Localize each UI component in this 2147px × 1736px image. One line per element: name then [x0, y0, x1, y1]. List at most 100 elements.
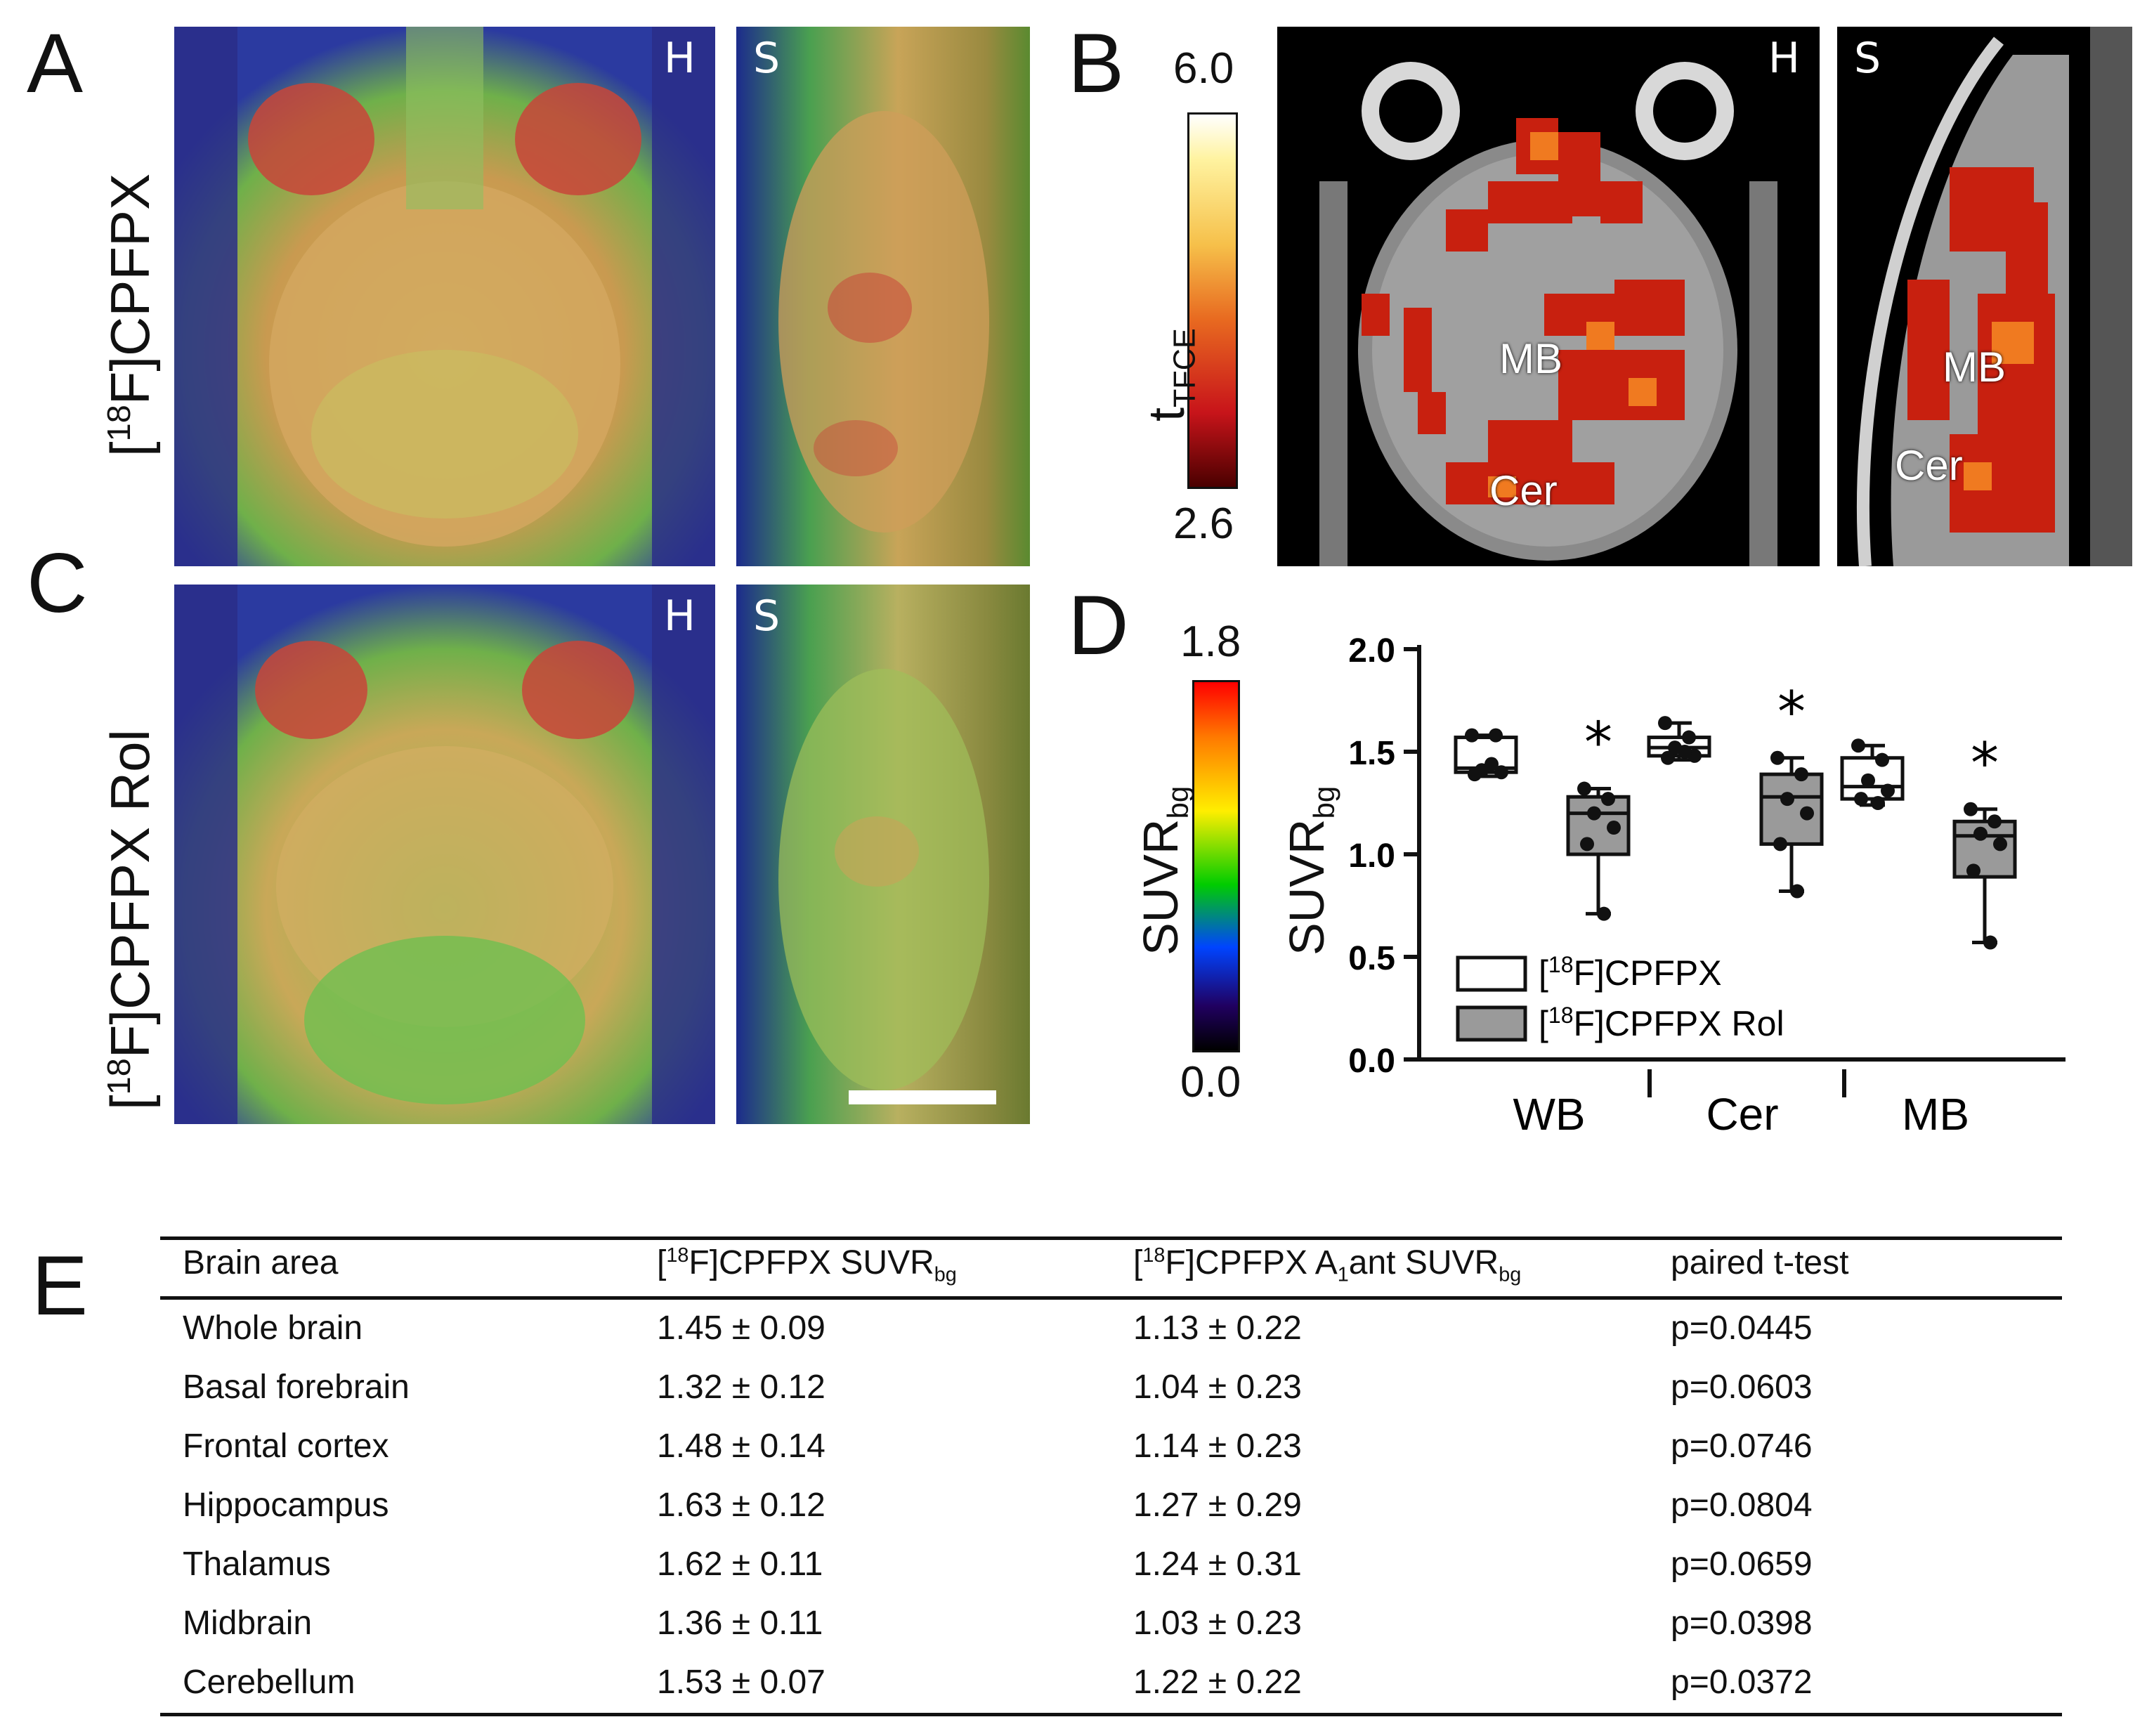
b-colorbar-label: tTFCE	[1139, 328, 1202, 422]
panel-label-d: D	[1068, 578, 1129, 672]
region-cer: Cer	[1895, 442, 1963, 489]
data-point	[1580, 837, 1594, 851]
y-tick-label: 0.0	[1348, 1043, 1395, 1080]
cell-p-value: p=0.0398	[1671, 1605, 1813, 1642]
b-colorbar-min: 2.6	[1173, 500, 1234, 548]
cell-p-value: p=0.0746	[1671, 1428, 1813, 1465]
cell-p-value: p=0.0659	[1671, 1546, 1813, 1583]
y-tick-label: 0.5	[1348, 940, 1395, 977]
b-colorbar-max: 6.0	[1173, 44, 1234, 93]
row-label-c: [18F]CPFPX Rol	[99, 729, 161, 1110]
cell-cpfpx: 1.48 ± 0.14	[657, 1428, 825, 1465]
cell-cpfpx-a1ant: 1.04 ± 0.23	[1133, 1369, 1302, 1406]
cell-brain-area: Midbrain	[183, 1605, 313, 1642]
data-point	[1494, 765, 1508, 780]
legend-label-cpfpx: [18F]CPFPX	[1539, 952, 1722, 993]
panel-b-horizontal-image: H MB Cer	[1277, 27, 1820, 566]
table-row: Whole brain 1.45 ± 0.09 1.13 ± 0.22 p=0.044…	[0, 1303, 2147, 1362]
scale-bar	[849, 1090, 996, 1104]
data-point	[1875, 752, 1889, 767]
table-row: Cerebellum 1.53 ± 0.07 1.22 ± 0.22 p=0.0372	[0, 1657, 2147, 1716]
data-point	[1790, 884, 1804, 899]
category-label: MB	[1902, 1089, 1969, 1140]
cell-cpfpx-a1ant: 1.24 ± 0.31	[1133, 1546, 1302, 1583]
data-point	[1489, 728, 1503, 743]
cell-p-value: p=0.0603	[1671, 1369, 1813, 1406]
region-cer: Cer	[1489, 467, 1558, 514]
data-point	[1881, 783, 1895, 798]
significance-star: *	[1584, 710, 1612, 776]
region-mb: MB	[1943, 344, 2006, 391]
cell-p-value: p=0.0445	[1671, 1310, 1813, 1347]
table-bottom-rule	[160, 1713, 2062, 1716]
d-colorbar-label: SUVRbg	[1133, 785, 1194, 955]
table-row: Basal forebrain 1.32 ± 0.12 1.04 ± 0.23 p=0…	[0, 1362, 2147, 1421]
view-letter-h: H	[1768, 34, 1800, 83]
y-tick-label: 2.0	[1348, 632, 1395, 670]
cell-cpfpx-a1ant: 1.14 ± 0.23	[1133, 1428, 1302, 1465]
cell-cpfpx: 1.45 ± 0.09	[657, 1310, 825, 1347]
panel-label-e: E	[32, 1239, 89, 1333]
cell-brain-area: Hippocampus	[183, 1487, 389, 1524]
data-point	[1964, 802, 1978, 816]
data-point	[1993, 837, 2007, 851]
cell-brain-area: Cerebellum	[183, 1664, 355, 1701]
table-row: Midbrain 1.36 ± 0.11 1.03 ± 0.23 p=0.0398	[0, 1598, 2147, 1657]
table-header: Brain area [18F]CPFPX SUVRbg [18F]CPFPX …	[0, 1244, 2147, 1303]
cell-brain-area: Whole brain	[183, 1310, 363, 1347]
y-tick-label: 1.5	[1348, 735, 1395, 772]
data-point	[1682, 730, 1696, 745]
cell-brain-area: Thalamus	[183, 1546, 331, 1583]
significance-star: *	[1971, 731, 1999, 796]
data-point	[1854, 792, 1868, 807]
view-letter-h: H	[663, 34, 696, 83]
data-point	[1800, 806, 1814, 821]
cell-cpfpx: 1.63 ± 0.12	[657, 1487, 825, 1524]
data-point	[1988, 814, 2002, 829]
view-letter-s: S	[753, 34, 781, 83]
cell-brain-area: Frontal cortex	[183, 1428, 389, 1465]
data-point	[1597, 906, 1611, 921]
cell-p-value: p=0.0804	[1671, 1487, 1813, 1524]
panel-label-b: B	[1068, 16, 1125, 110]
box	[1759, 772, 1824, 846]
box-plot: 0.0 0.5 1.0 1.5 2.0 WB Cer MB * * * [18F]CPFPX [1…	[1348, 632, 2066, 1140]
data-point	[1468, 767, 1482, 782]
data-point	[1484, 757, 1499, 771]
table-body: Whole brain 1.45 ± 0.09 1.13 ± 0.22 p=0.044…	[0, 1303, 2147, 1711]
b-colorbar	[1187, 112, 1238, 489]
d-ylabel: SUVRbg	[1279, 785, 1340, 955]
data-point	[1794, 767, 1808, 782]
header-cpfpx-a1ant: [18F]CPFPX A1ant SUVRbg	[1133, 1244, 1522, 1286]
data-point	[1587, 806, 1601, 821]
cell-cpfpx: 1.36 ± 0.11	[657, 1605, 823, 1642]
data-point	[1661, 750, 1675, 765]
cell-cpfpx: 1.53 ± 0.07	[657, 1664, 825, 1701]
data-point	[1577, 781, 1591, 796]
header-paired-t-test: paired t-test	[1671, 1244, 1849, 1281]
data-point	[1780, 792, 1794, 807]
table-header-rule	[160, 1296, 2062, 1300]
cell-brain-area: Basal forebrain	[183, 1369, 410, 1406]
header-brain-area: Brain area	[183, 1244, 339, 1281]
data-point	[1871, 796, 1885, 810]
view-letter-s: S	[1854, 34, 1881, 83]
table-row: Hippocampus 1.63 ± 0.12 1.27 ± 0.29 p=0.080…	[0, 1480, 2147, 1539]
data-point	[1983, 935, 1997, 950]
region-mb: MB	[1499, 335, 1562, 382]
significance-star: *	[1777, 679, 1806, 745]
table-top-rule	[160, 1236, 2062, 1240]
cell-cpfpx-a1ant: 1.03 ± 0.23	[1133, 1605, 1302, 1642]
cell-cpfpx-a1ant: 1.22 ± 0.22	[1133, 1664, 1302, 1701]
legend-swatch-cpfpx-rol	[1456, 1005, 1527, 1042]
header-cpfpx: [18F]CPFPX SUVRbg	[657, 1244, 957, 1286]
table-row: Thalamus 1.62 ± 0.11 1.24 ± 0.31 p=0.0659	[0, 1539, 2147, 1598]
data-point	[1607, 821, 1621, 835]
panel-a-horizontal-image: H	[174, 27, 715, 566]
data-point	[1770, 750, 1784, 765]
legend-label-cpfpx-rol: [18F]CPFPX Rol	[1539, 1003, 1784, 1043]
panel-a-sagittal-image: S	[736, 27, 1030, 566]
d-colorbar-min: 0.0	[1180, 1058, 1241, 1107]
cell-cpfpx-a1ant: 1.27 ± 0.29	[1133, 1487, 1302, 1524]
y-tick-label: 1.0	[1348, 837, 1395, 875]
